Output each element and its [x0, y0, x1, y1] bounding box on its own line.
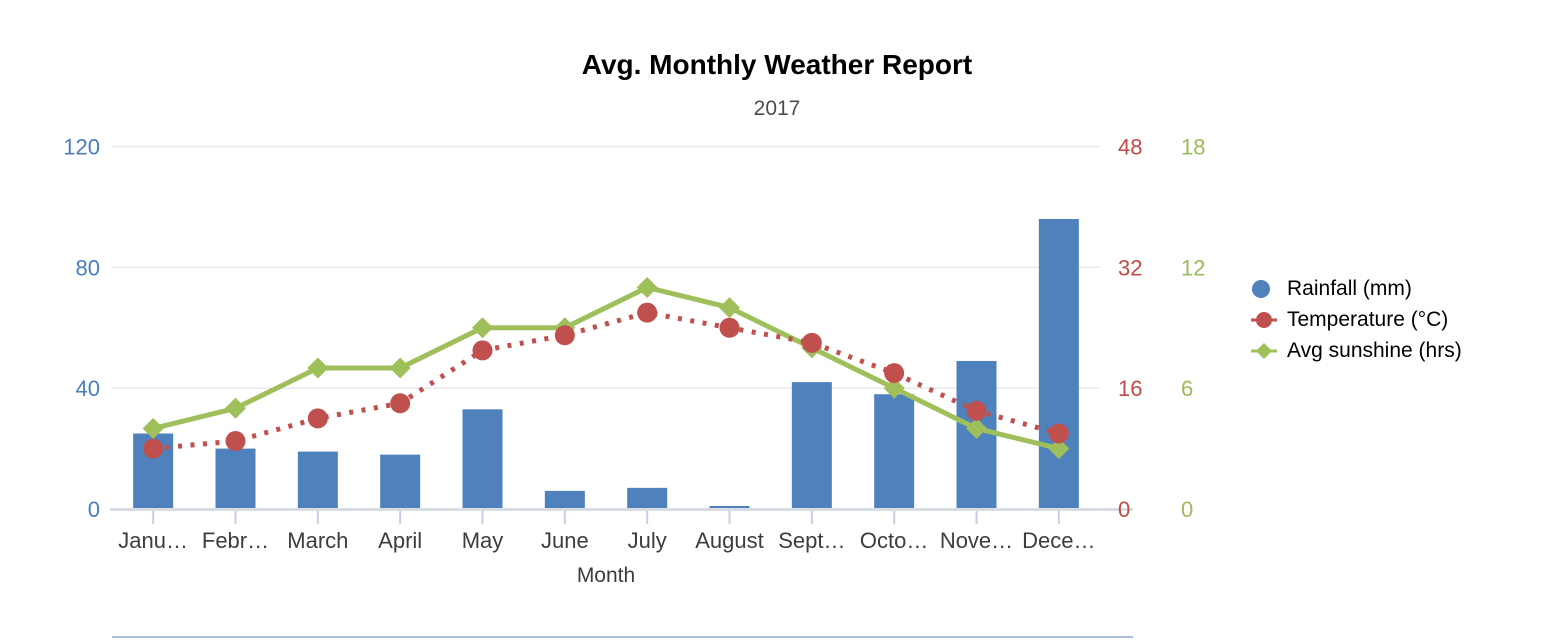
sunshine-series-marker-icon — [1251, 343, 1277, 359]
bar-september[interactable] — [791, 382, 832, 511]
temperature-point-august[interactable] — [719, 317, 740, 338]
temperature-point-january[interactable] — [143, 438, 164, 459]
sunshine-point-january[interactable] — [142, 417, 164, 439]
bar-april[interactable] — [380, 454, 421, 511]
sunshine-point-april[interactable] — [389, 357, 411, 379]
chart-subtitle: 2017 — [753, 97, 801, 120]
temperature-point-may[interactable] — [472, 340, 493, 361]
temperature-axis-tick-label-0: 0 — [1118, 497, 1130, 522]
legend-label-rainfall: Rainfall (mm) — [1287, 277, 1412, 300]
bar-october[interactable] — [874, 394, 915, 511]
legend-label-sunshine: Avg sunshine (hrs) — [1287, 339, 1462, 362]
legend: Rainfall (mm) Temperature (°C) Avg sunshin… — [1251, 278, 1462, 362]
sunshine-point-february[interactable] — [225, 397, 246, 419]
x-label-december: Dece… — [1022, 528, 1095, 553]
temperature-point-june[interactable] — [554, 325, 575, 346]
sunshine-point-november[interactable] — [966, 417, 987, 439]
sunshine-point-august[interactable] — [719, 297, 740, 319]
temperature-series-marker-icon — [1251, 312, 1277, 328]
sunshine-point-july[interactable] — [636, 276, 658, 298]
x-label-february: Febr… — [202, 528, 269, 553]
sunshine-point-december[interactable] — [1048, 438, 1070, 460]
sunshine-point-march[interactable] — [307, 357, 329, 379]
sunshine-axis-tick-label-0: 0 — [1181, 497, 1193, 522]
x-label-june: June — [541, 528, 589, 553]
temperature-axis-tick-label-32: 32 — [1118, 255, 1142, 280]
x-label-november: Nove… — [940, 528, 1013, 553]
x-label-january: Janu… — [118, 528, 188, 553]
legend-item-sunshine[interactable]: Avg sunshine (hrs) — [1251, 340, 1462, 362]
bar-june[interactable] — [544, 490, 585, 511]
bar-july[interactable] — [627, 487, 668, 511]
legend-item-temperature[interactable]: Temperature (°C) — [1251, 309, 1462, 331]
temperature-point-april[interactable] — [390, 393, 411, 414]
temperature-axis-tick-label-48: 48 — [1118, 135, 1142, 160]
temperature-point-november[interactable] — [966, 400, 987, 421]
bar-may[interactable] — [462, 409, 503, 511]
rainfall-series-marker-icon — [1252, 280, 1270, 298]
bar-february[interactable] — [215, 448, 256, 511]
x-axis-title: Month — [576, 564, 636, 587]
x-label-march: March — [287, 528, 348, 553]
legend-item-rainfall[interactable]: Rainfall (mm) — [1251, 278, 1462, 300]
temperature-point-december[interactable] — [1048, 423, 1069, 444]
temperature-line — [152, 310, 1060, 452]
temperature-point-october[interactable] — [884, 363, 905, 384]
temperature-point-july[interactable] — [637, 302, 658, 323]
bar-march[interactable] — [297, 451, 338, 511]
x-label-september: Sept… — [778, 528, 845, 553]
sunshine-point-may[interactable] — [472, 317, 493, 339]
x-label-october: Octo… — [860, 528, 928, 553]
temperature-axis-tick-label-16: 16 — [1118, 376, 1142, 401]
x-label-april: April — [378, 528, 422, 553]
x-label-august: August — [695, 528, 764, 553]
bar-december[interactable] — [1038, 219, 1079, 511]
sunshine-axis-tick-label-12: 12 — [1181, 255, 1205, 280]
rainfall-axis-tick-label-0: 0 — [88, 497, 100, 522]
temperature-point-february[interactable] — [225, 431, 246, 452]
x-label-may: May — [462, 528, 504, 553]
sunshine-axis-tick-label-6: 6 — [1181, 376, 1193, 401]
chart-title: Avg. Monthly Weather Report — [581, 49, 973, 80]
temperature-point-september[interactable] — [801, 332, 822, 353]
sunshine-point-october[interactable] — [883, 377, 905, 399]
temperature-point-march[interactable] — [307, 408, 328, 429]
sunshine-line — [152, 284, 1060, 452]
sunshine-axis-tick-label-18: 18 — [1181, 135, 1205, 160]
x-label-july: July — [628, 528, 667, 553]
rainfall-axis-tick-label-40: 40 — [76, 376, 100, 401]
rainfall-axis-tick-label-120: 120 — [63, 135, 100, 160]
legend-label-temperature: Temperature (°C) — [1287, 308, 1449, 331]
rainfall-axis-tick-label-80: 80 — [76, 255, 100, 280]
